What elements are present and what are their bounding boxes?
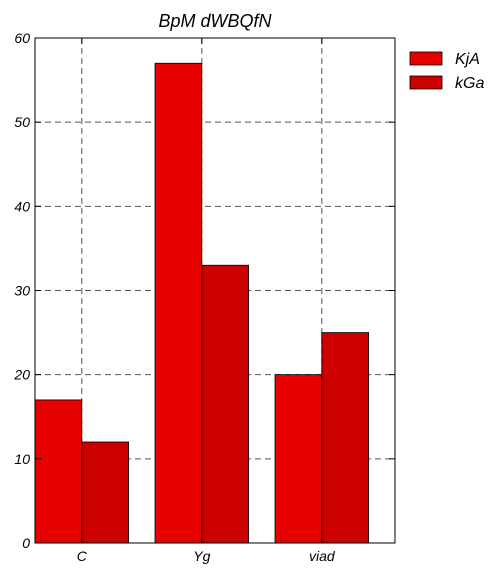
bar-kGa-viad <box>321 332 369 544</box>
bars <box>34 62 369 544</box>
y-tick-label: 10 <box>14 451 30 467</box>
legend-label-KjA: KjA <box>455 51 480 68</box>
legend: KjA kGa <box>400 38 504 98</box>
y-tick-label: 0 <box>22 535 30 551</box>
y-axis-ticks: 0 10 20 30 40 50 60 <box>13 30 395 551</box>
y-tick-label: 50 <box>14 114 30 130</box>
bar-kGa-Yg <box>201 264 250 544</box>
legend-label-kGa: kGa <box>455 75 484 92</box>
bar-KjA-viad <box>274 374 323 544</box>
x-axis-ticks: C Yg viad <box>77 38 336 564</box>
x-tick-label: Yg <box>193 548 210 564</box>
y-tick-label: 60 <box>14 30 30 46</box>
y-tick-label: 30 <box>14 283 30 299</box>
bar-kGa-C <box>81 441 130 544</box>
y-tick-label: 20 <box>13 367 30 383</box>
bar-KjA-Yg <box>154 62 203 544</box>
legend-swatch-KjA <box>409 51 443 66</box>
y-tick-label: 40 <box>14 198 30 214</box>
x-tick-label: viad <box>309 548 336 564</box>
chart-title: BpM dWBQfN <box>158 11 272 31</box>
bar-KjA-C <box>34 399 83 544</box>
x-tick-label: C <box>77 548 88 564</box>
legend-swatch-kGa <box>409 75 443 90</box>
